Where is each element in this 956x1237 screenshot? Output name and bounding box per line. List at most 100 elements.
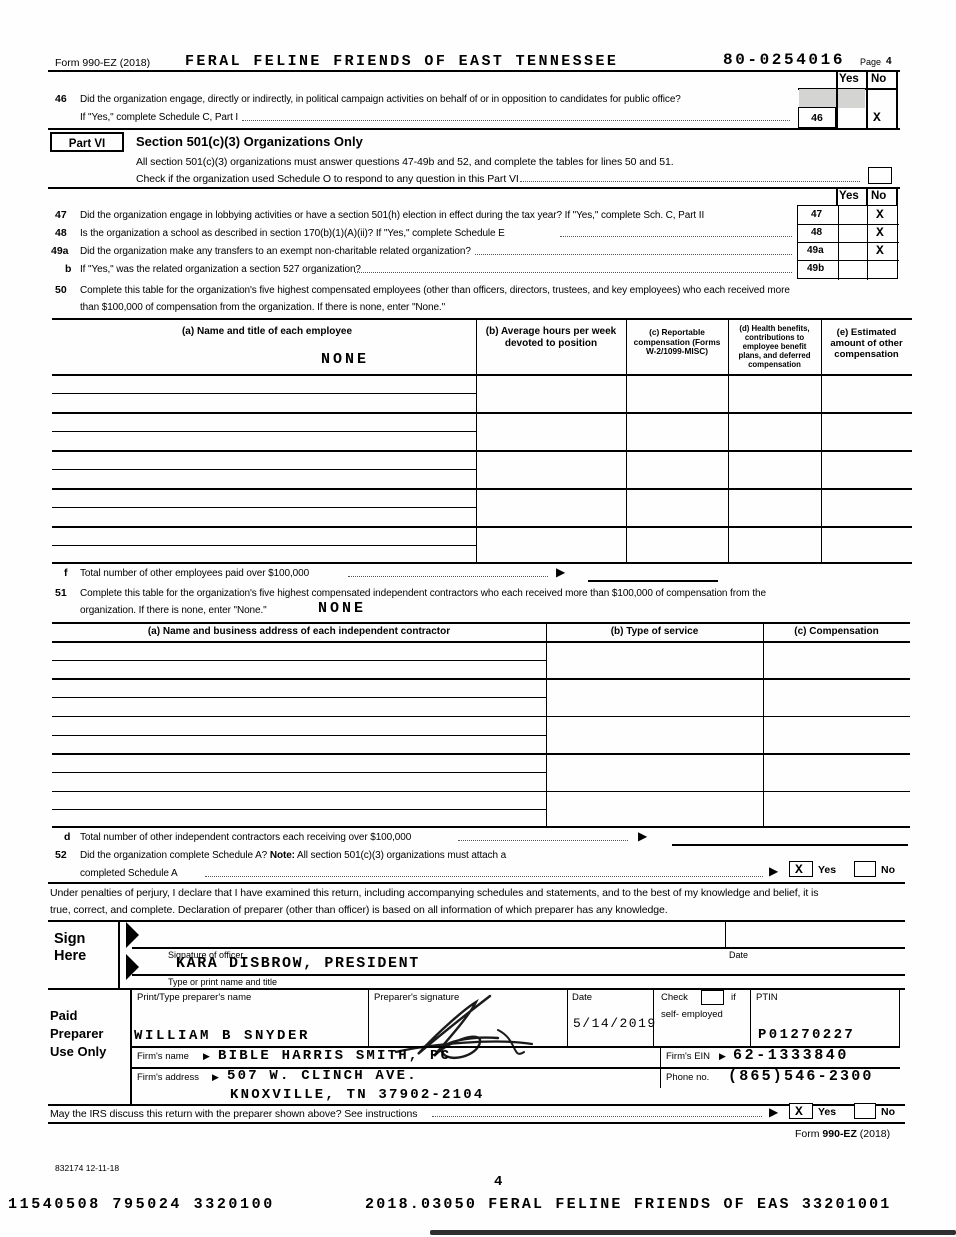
divider	[821, 318, 823, 564]
form-number: 990-EZ	[822, 1128, 857, 1140]
line51-text1: Complete this table for the organization…	[80, 588, 766, 599]
q48-no-answer[interactable]: X	[876, 225, 884, 240]
line52-no-checkbox[interactable]	[854, 861, 876, 877]
if-caption: if	[731, 992, 736, 1003]
firm-name-value[interactable]: BIBLE HARRIS SMITH, PC	[218, 1048, 452, 1064]
line50-entry-none[interactable]: NONE	[321, 351, 370, 368]
q47-49b-answer-grid: 47 48 49a 49b X X X	[797, 205, 899, 280]
line50-number: 50	[55, 284, 67, 296]
irs-discuss-yes-checkbox[interactable]: X	[789, 1103, 813, 1119]
form-word: Form	[795, 1128, 820, 1140]
line51d-label: d	[64, 831, 71, 843]
divider	[48, 128, 900, 131]
signature-of-officer-caption: Signature of officer	[168, 950, 244, 960]
half-row-line	[52, 393, 476, 395]
divider	[546, 622, 548, 828]
bottom-page-number: 4	[494, 1174, 503, 1190]
sign-arrow-icon	[126, 954, 139, 980]
officer-name-title[interactable]: KARA DISBROW, PRESIDENT	[176, 955, 420, 972]
divider	[52, 561, 912, 564]
q49a-no-answer[interactable]: X	[876, 243, 884, 258]
col-c-header: (c) Compensation	[794, 626, 879, 637]
form-label: Form 990-EZ (2018)	[55, 57, 151, 69]
line50-text2: than $100,000 of compensation from the o…	[80, 302, 446, 313]
line52-number: 52	[55, 849, 67, 861]
preparer-name-value[interactable]: WILLIAM B SNYDER	[134, 1028, 311, 1044]
divider	[660, 1046, 662, 1067]
divider	[626, 318, 628, 564]
preparer-date-caption: Date	[572, 992, 593, 1003]
line52-yes-checkbox[interactable]: X	[789, 861, 813, 877]
line46-no-answer[interactable]: X	[873, 110, 881, 125]
divider	[48, 882, 905, 884]
self-employed-checkbox[interactable]	[701, 990, 724, 1005]
org-name: FERAL FELINE FRIENDS OF EAST TENNESSEE	[185, 53, 619, 70]
contractors-table: (a) Name and business address of each in…	[52, 622, 910, 828]
line52-text2: completed Schedule A	[80, 868, 178, 879]
divider	[896, 70, 898, 128]
half-row-line	[52, 545, 476, 547]
divider	[130, 1067, 900, 1069]
q48-text: Is the organization a school as describe…	[80, 228, 505, 239]
arrow-right-icon: ▶	[556, 565, 566, 579]
firm-address-value[interactable]: 507 W. CLINCH AVE.	[227, 1068, 418, 1084]
divider	[660, 1067, 662, 1088]
line51-entry-none[interactable]: NONE	[318, 600, 367, 617]
dotted-leader	[348, 565, 548, 577]
line50f-text: Total number of other employees paid ove…	[80, 568, 310, 579]
type-print-name-caption: Type or print name and title	[168, 977, 278, 987]
q49b-box-label: 49b	[807, 263, 825, 274]
divider	[48, 187, 900, 189]
part-vi-label: Part VI	[68, 138, 106, 150]
arrow-right-icon: ▶	[203, 1051, 210, 1061]
irs-discuss-yes-checkmark: X	[795, 1104, 803, 1119]
divider	[763, 622, 765, 828]
preparer-date-value[interactable]: 5/14/2019	[573, 1016, 657, 1031]
preparer-signature-caption: Preparer's signature	[374, 992, 460, 1003]
paid-label: Paid	[50, 1008, 78, 1023]
half-row-line	[52, 771, 546, 774]
divider	[725, 920, 727, 948]
line50f-entry-blank[interactable]	[588, 580, 718, 582]
bottom-code-right: 2018.03050 FERAL FELINE FRIENDS OF EAS 3…	[365, 1196, 892, 1213]
line52-yes-checkmark: X	[795, 862, 803, 877]
officer-signature-line[interactable]	[132, 947, 905, 949]
half-row-line	[52, 469, 476, 471]
q47-number: 47	[55, 209, 67, 221]
line52-text-pre: Did the organization complete Schedule A…	[80, 850, 270, 861]
col-c-header: (c) Reportable compensation (Forms W-2/1…	[633, 327, 721, 357]
line46-number: 46	[55, 93, 67, 105]
sign-label: Sign	[54, 931, 86, 947]
arrow-right-icon: ▶	[638, 829, 648, 843]
irs-discuss-no-checkbox[interactable]	[854, 1103, 876, 1119]
ptin-value[interactable]: P01270227	[758, 1027, 856, 1043]
divider	[52, 488, 912, 490]
yes-column-header: Yes	[839, 73, 859, 85]
phone-value[interactable]: (865)546-2300	[728, 1068, 874, 1085]
half-row-line	[52, 809, 546, 811]
firm-city-value[interactable]: KNOXVILLE, TN 37902-2104	[230, 1087, 485, 1103]
no-column-header: No	[871, 190, 887, 202]
divider	[836, 88, 838, 128]
phone-caption: Phone no.	[666, 1072, 710, 1083]
divider	[896, 188, 898, 206]
q47-no-answer[interactable]: X	[876, 207, 884, 222]
dotted-leader	[355, 261, 792, 273]
q47-text: Did the organization engage in lobbying …	[80, 210, 705, 221]
divider	[798, 260, 899, 262]
q48-box-label: 48	[811, 227, 823, 238]
irs-discuss-text: May the IRS discuss this return with the…	[50, 1108, 418, 1120]
line51d-entry-blank[interactable]	[672, 844, 908, 846]
col-a-header: (a) Name and title of each employee	[181, 326, 353, 337]
divider	[653, 988, 655, 1046]
dotted-leader	[458, 829, 628, 841]
schedule-o-checkbox[interactable]	[868, 167, 892, 184]
divider	[728, 318, 730, 564]
firm-address-caption: Firm's address	[137, 1072, 199, 1083]
line51d-text: Total number of other independent contra…	[80, 832, 412, 843]
firm-ein-value[interactable]: 62-1333840	[733, 1047, 850, 1064]
divider	[52, 790, 910, 793]
divider	[52, 641, 910, 643]
line52-no-label: No	[881, 864, 895, 876]
line50-text1: Complete this table for the organization…	[80, 285, 790, 296]
